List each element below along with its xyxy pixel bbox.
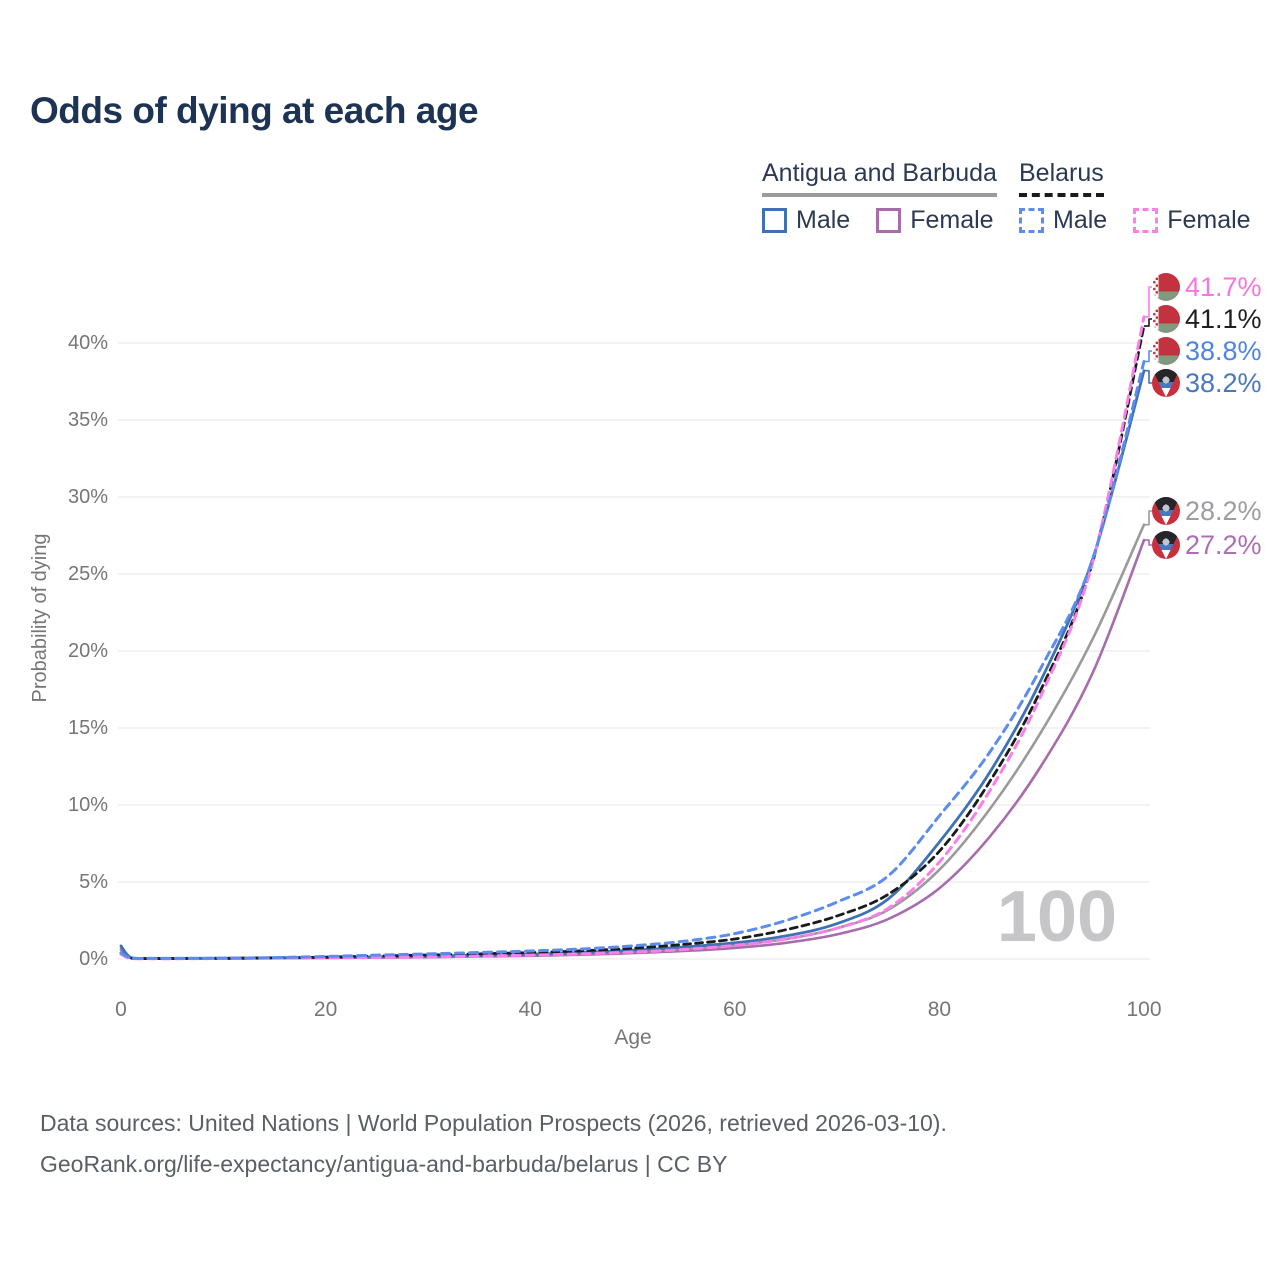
y-tick-label: 0% [79, 948, 108, 970]
legend-item-label: Female [910, 206, 994, 234]
footer: Data sources: United Nations | World Pop… [40, 1103, 947, 1185]
end-label-belarus-female: 41.7% [1185, 272, 1262, 302]
y-tick-label: 35% [68, 409, 108, 431]
leader-line [1144, 286, 1152, 318]
y-tick-label: 15% [68, 717, 108, 739]
leader-line [1144, 539, 1152, 546]
legend-country-belarus[interactable]: Belarus [1019, 159, 1104, 197]
legend-group-belarus: Belarus Male Female [1019, 159, 1251, 235]
footer-link-line: GeoRank.org/life-expectancy/antigua-and-… [40, 1151, 728, 1177]
legend-group-antigua: Antigua and Barbuda Male Female [762, 159, 997, 235]
x-tick-label: 0 [115, 998, 127, 1021]
x-tick-label: 100 [1126, 998, 1161, 1021]
belarus-flag-icon [1152, 305, 1180, 333]
antigua-male-swatch-icon [762, 208, 787, 233]
end-label-belarus-male: 38.8% [1185, 336, 1262, 366]
y-tick-label: 25% [68, 563, 108, 585]
chart-title: Odds of dying at each age [30, 90, 479, 131]
legend-item-label: Female [1167, 206, 1251, 234]
antigua-flag-icon [1152, 369, 1180, 397]
end-label-antigua-both: 28.2% [1185, 496, 1262, 526]
leader-line [1144, 318, 1152, 327]
antigua-flag-icon [1152, 531, 1180, 559]
belarus-flag-icon [1152, 337, 1180, 365]
legend-item-label: Male [796, 206, 851, 234]
age-watermark: 100 [997, 877, 1117, 957]
x-tick-label: 60 [723, 998, 746, 1021]
antigua-female-swatch-icon [876, 208, 902, 233]
belarus-flag-icon [1152, 273, 1180, 301]
x-tick-label: 40 [519, 998, 542, 1021]
line-belarus-male[interactable] [119, 360, 1146, 961]
line-belarus-both[interactable] [119, 324, 1146, 961]
y-tick-label: 10% [68, 794, 108, 816]
y-tick-label: 5% [79, 871, 108, 893]
end-label-antigua-female: 27.2% [1185, 530, 1262, 560]
leader-line [1144, 350, 1152, 363]
leader-line [1144, 369, 1152, 384]
x-tick-label: 20 [314, 998, 337, 1021]
y-axis-title: Probability of dying [29, 534, 51, 703]
y-tick-label: 30% [68, 486, 108, 508]
line-antigua-male[interactable] [119, 369, 1146, 960]
legend-item-label: Male [1053, 206, 1108, 234]
legend-country-antigua[interactable]: Antigua and Barbuda [762, 159, 997, 197]
legend-item-antigua-female[interactable]: Female [876, 206, 994, 235]
x-tick-label: 80 [928, 998, 951, 1021]
legend-item-belarus-male[interactable]: Male [1019, 206, 1107, 235]
belarus-female-swatch-icon [1133, 208, 1159, 233]
end-label-belarus-both: 41.1% [1185, 304, 1262, 334]
line-belarus-female[interactable] [119, 315, 1146, 961]
legend-item-antigua-male[interactable]: Male [762, 206, 850, 235]
antigua-flag-icon [1152, 497, 1180, 525]
line-antigua-both[interactable] [119, 523, 1146, 960]
belarus-male-swatch-icon [1019, 208, 1044, 233]
end-label-antigua-male: 38.2% [1185, 368, 1262, 398]
y-tick-label: 40% [68, 332, 108, 354]
legend-item-belarus-female[interactable]: Female [1133, 206, 1251, 235]
x-axis-title: Age [614, 1026, 651, 1049]
footer-source-line: Data sources: United Nations | World Pop… [40, 1110, 947, 1136]
y-tick-label: 20% [68, 640, 108, 662]
leader-line [1144, 510, 1152, 526]
